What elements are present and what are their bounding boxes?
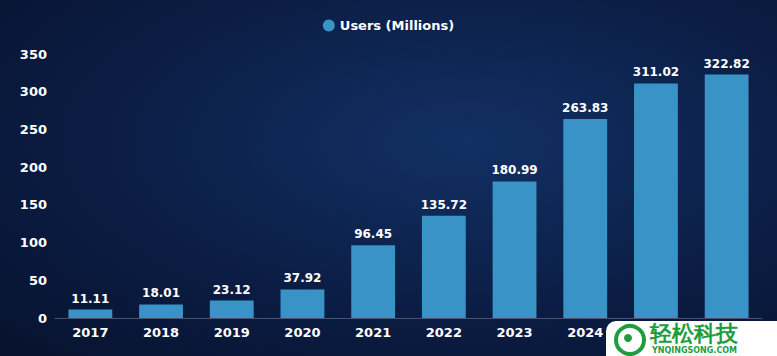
svg-text:350: 350 — [20, 47, 47, 62]
svg-text:2022: 2022 — [426, 325, 462, 340]
svg-text:轻松科技: 轻松科技 — [649, 321, 739, 346]
svg-text:2023: 2023 — [496, 325, 532, 340]
svg-text:311.02: 311.02 — [633, 65, 679, 79]
svg-text:23.12: 23.12 — [213, 283, 251, 297]
svg-text:180.99: 180.99 — [491, 163, 537, 177]
svg-text:2020: 2020 — [284, 325, 320, 340]
svg-text:96.45: 96.45 — [354, 227, 392, 241]
svg-text:150: 150 — [20, 197, 47, 212]
svg-text:0: 0 — [38, 311, 47, 326]
svg-text:18.01: 18.01 — [142, 286, 180, 300]
svg-text:135.72: 135.72 — [421, 198, 467, 212]
svg-text:200: 200 — [20, 160, 47, 175]
svg-text:322.82: 322.82 — [703, 57, 749, 71]
svg-text:2021: 2021 — [355, 325, 391, 340]
svg-text:YNQINGSONG.COM: YNQINGSONG.COM — [651, 346, 737, 355]
svg-text:50: 50 — [29, 273, 47, 288]
svg-text:263.83: 263.83 — [562, 101, 608, 115]
svg-text:300: 300 — [20, 84, 47, 99]
svg-text:11.11: 11.11 — [71, 292, 109, 306]
svg-text:37.92: 37.92 — [283, 271, 321, 285]
svg-text:2017: 2017 — [72, 325, 108, 340]
svg-text:250: 250 — [20, 122, 47, 137]
svg-text:Users (Millions): Users (Millions) — [340, 18, 454, 33]
svg-text:100: 100 — [20, 235, 47, 250]
svg-text:2018: 2018 — [143, 325, 179, 340]
svg-text:2019: 2019 — [214, 325, 250, 340]
svg-text:2024: 2024 — [567, 325, 603, 340]
